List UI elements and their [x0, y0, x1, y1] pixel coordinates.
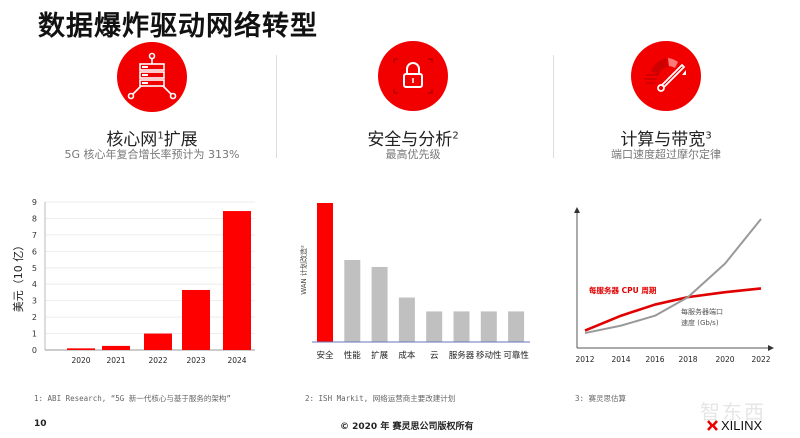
svg-text:安全: 安全: [316, 350, 334, 361]
footnote-3: 3: 赛灵思估算: [575, 394, 627, 403]
feature-subtitle-compute: 端口速度超过摩尔定律: [611, 148, 721, 161]
svg-text:可靠性: 可靠性: [503, 350, 529, 361]
svg-text:2014: 2014: [611, 355, 630, 364]
svg-text:云: 云: [430, 351, 439, 361]
brand-name: XILINX: [721, 418, 763, 433]
xilinx-logo: XILINX: [707, 418, 762, 433]
growth-line-chart: 2012 2014 2016 2018 2020 2022 每服务器 CPU 周期每服务器端…: [555, 185, 800, 365]
svg-text:成本: 成本: [398, 350, 416, 361]
server-network-icon: [117, 42, 187, 112]
feature-title-compute: 计算与带宽3: [620, 130, 712, 150]
svg-text:每服务器端口: 每服务器端口: [681, 307, 723, 316]
divider: [553, 55, 554, 158]
svg-text:美元（10 亿）: 美元（10 亿）: [12, 240, 25, 313]
page-number: 10: [34, 419, 47, 429]
footnote-2: 2: ISH Markit, 网络运营商主要改建计划: [305, 394, 456, 403]
svg-text:2024: 2024: [227, 356, 246, 365]
lock-icon: [378, 41, 448, 111]
svg-text:3: 3: [32, 297, 37, 306]
svg-text:0: 0: [32, 346, 37, 355]
svg-text:1: 1: [32, 330, 37, 339]
watermark: 智东西: [700, 400, 766, 424]
svg-text:服务器: 服务器: [449, 350, 475, 361]
svg-text:2: 2: [32, 313, 37, 322]
footnote-1: 1: ABI Research, “5G 新一代核心与基于服务的架构”: [34, 394, 231, 403]
svg-text:5: 5: [32, 264, 37, 273]
svg-text:2022: 2022: [751, 355, 770, 364]
svg-text:2022: 2022: [148, 356, 167, 365]
divider: [276, 55, 277, 158]
svg-text:WAN 计划改造²: WAN 计划改造²: [299, 245, 308, 295]
copyright: © 2020 年 赛灵思公司版权所有: [340, 422, 474, 432]
svg-text:2012: 2012: [575, 355, 594, 364]
xilinx-logo-icon: [707, 420, 718, 431]
svg-text:2023: 2023: [186, 356, 205, 365]
svg-text:每服务器 CPU 周期: 每服务器 CPU 周期: [589, 285, 657, 295]
svg-text:8: 8: [32, 214, 37, 223]
svg-text:2021: 2021: [106, 356, 125, 365]
svg-text:性能: 性能: [344, 350, 362, 361]
market-size-bar-chart: 0 1 2 3 4 5 6 7 8 9 2020 2021 2022 2023 2024 美元（10 亿）: [0, 185, 270, 365]
svg-text:2016: 2016: [645, 355, 664, 364]
page-title: 数据爆炸驱动网络转型: [38, 11, 318, 42]
feature-subtitle-security: 最高优先级: [385, 148, 441, 161]
svg-text:移动性: 移动性: [476, 350, 502, 361]
wan-priorities-bar-chart: 安全 性能 扩展 成本 云服务器 移动性 可靠性 WAN 计划改造²: [290, 185, 540, 365]
svg-text:2020: 2020: [715, 355, 734, 364]
svg-text:7: 7: [32, 231, 37, 240]
feature-subtitle-core: 5G 核心年复合增长率预计为 313%: [64, 148, 240, 161]
speedometer-icon: [631, 41, 701, 111]
svg-text:速度 (Gb/s): 速度 (Gb/s): [681, 318, 719, 327]
svg-text:6: 6: [32, 247, 37, 256]
feature-title-core: 核心网1扩展: [106, 130, 198, 150]
svg-text:9: 9: [32, 198, 37, 207]
feature-title-security: 安全与分析2: [367, 130, 459, 150]
svg-text:2020: 2020: [71, 356, 90, 365]
svg-text:扩展: 扩展: [371, 350, 389, 361]
svg-text:2018: 2018: [678, 355, 697, 364]
svg-text:4: 4: [32, 280, 37, 289]
